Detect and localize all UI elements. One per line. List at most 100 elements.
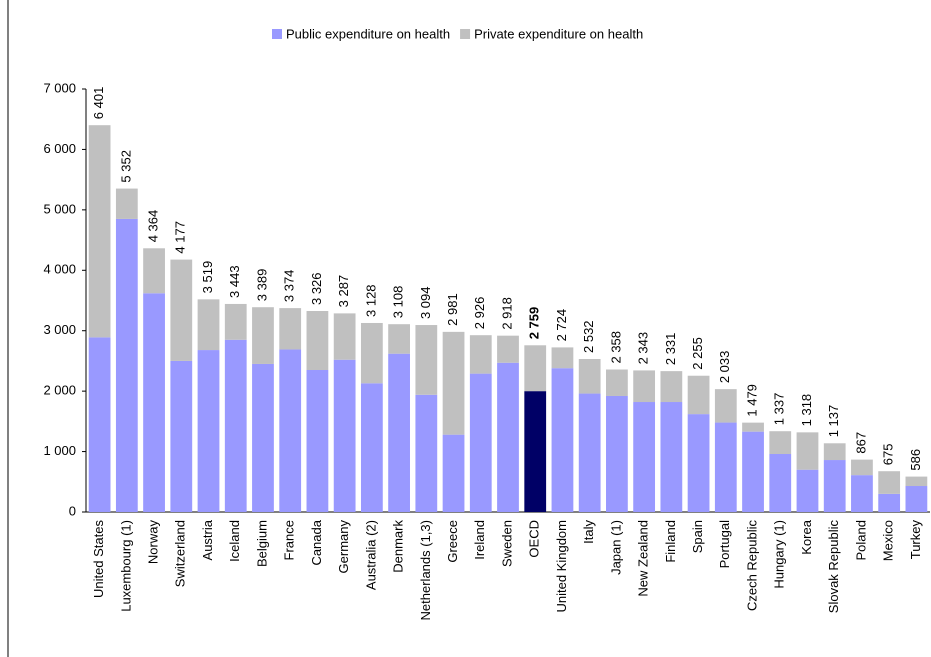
x-tick-label: Australia (2): [363, 520, 378, 590]
bar-segment: [442, 434, 465, 512]
total-label: 3 443: [227, 265, 242, 298]
bar-segment: [143, 293, 165, 512]
x-tick-label: Slovak Republic: [826, 520, 841, 614]
total-label: 2 759: [527, 307, 542, 340]
bar-segment: [714, 422, 737, 512]
x-tick-label: Spain: [690, 520, 705, 553]
bar-segment: [633, 370, 656, 403]
x-tick-label: United Kingdom: [554, 520, 569, 613]
bar-segment: [851, 459, 873, 476]
total-label: 2 033: [717, 351, 732, 384]
bar-segment: [252, 307, 274, 364]
bar-segment: [606, 369, 628, 396]
total-label: 2 926: [472, 297, 487, 330]
total-label: 675: [881, 444, 896, 466]
bar-segment: [769, 453, 792, 512]
total-label: 867: [853, 432, 868, 454]
total-label: 2 918: [499, 297, 514, 330]
bar-segment: [633, 402, 656, 512]
bar-segment: [524, 345, 547, 392]
bar-segment: [823, 460, 846, 512]
total-label: 1 337: [772, 393, 787, 426]
bar-segment: [796, 432, 819, 470]
x-tick-label: Iceland: [227, 520, 242, 562]
bar-segment: [905, 476, 928, 487]
total-label: 2 981: [445, 293, 460, 326]
bar-segment: [524, 391, 547, 512]
legend-swatch: [460, 29, 471, 39]
total-label: 4 364: [146, 210, 161, 243]
bar-segment: [88, 125, 111, 338]
bar-segment: [170, 360, 193, 512]
x-tick-label: Netherlands (1,3): [418, 520, 433, 620]
bar-segment: [660, 371, 683, 403]
bar-segment: [197, 350, 220, 512]
bar-segment: [905, 486, 928, 512]
y-tick-label: 6 000: [43, 141, 76, 156]
total-label: 586: [908, 449, 923, 471]
x-tick-label: Czech Republic: [744, 520, 759, 612]
total-label: 2 358: [608, 331, 623, 364]
x-tick-label: New Zealand: [636, 520, 651, 597]
bar-segment: [469, 373, 492, 512]
bar-segment: [851, 475, 873, 512]
y-tick-label: 0: [69, 503, 76, 518]
bar-segment: [878, 493, 901, 512]
total-label: 2 331: [663, 333, 678, 366]
bar-segment: [687, 375, 710, 415]
bar-segment: [878, 471, 901, 494]
x-tick-label: Italy: [581, 520, 596, 544]
bar-segment: [578, 393, 601, 512]
bar-segment: [306, 369, 329, 512]
total-label: 2 255: [690, 337, 705, 370]
total-label: 2 343: [636, 332, 651, 365]
bar-segment: [714, 389, 737, 423]
total-label: 3 389: [254, 269, 269, 302]
bar-segment: [333, 313, 356, 360]
total-label: 3 108: [391, 286, 406, 319]
bar-segment: [551, 368, 574, 512]
bar-segment: [660, 402, 683, 512]
y-tick-label: 3 000: [43, 322, 76, 337]
y-tick-label: 7 000: [43, 80, 76, 95]
x-tick-label: Austria: [200, 519, 215, 560]
legend-swatch: [272, 29, 282, 39]
total-label: 3 094: [418, 286, 433, 319]
bar-segment: [578, 358, 601, 394]
x-tick-label: Hungary (1): [772, 520, 787, 589]
x-tick-label: Finland: [663, 520, 678, 563]
bar-segment: [143, 248, 165, 294]
bar-segment: [197, 299, 220, 351]
total-label: 1 137: [826, 405, 841, 438]
bar-segment: [88, 337, 111, 512]
x-tick-label: Belgium: [254, 520, 269, 567]
bar-segment: [415, 394, 438, 512]
total-label: 6 401: [91, 87, 106, 120]
bar-segment: [252, 363, 274, 512]
y-tick-label: 2 000: [43, 383, 76, 398]
total-label: 3 326: [309, 272, 324, 305]
bar-segment: [333, 359, 356, 512]
y-tick-label: 4 000: [43, 262, 76, 277]
bar-segment: [415, 325, 438, 395]
bar-segment: [469, 335, 492, 374]
total-label: 1 318: [799, 394, 814, 427]
bar-segment: [388, 353, 410, 512]
x-tick-label: United States: [91, 520, 106, 599]
bar-segment: [769, 431, 792, 454]
x-tick-label: Turkey: [908, 520, 923, 560]
bar-segment: [796, 469, 819, 512]
bar-segment: [360, 383, 383, 512]
legend-label: Public expenditure on health: [286, 26, 450, 41]
x-tick-label: France: [282, 520, 297, 560]
bar-segment: [170, 259, 193, 361]
bar-segment: [115, 218, 138, 512]
bar-segment: [360, 322, 383, 384]
x-tick-label: OECD: [527, 520, 542, 558]
total-label: 5 352: [118, 150, 133, 183]
x-tick-label: Luxembourg (1): [118, 520, 133, 612]
total-label: 2 532: [581, 320, 596, 353]
bar-segment: [224, 303, 247, 340]
bar-segment: [497, 335, 519, 363]
